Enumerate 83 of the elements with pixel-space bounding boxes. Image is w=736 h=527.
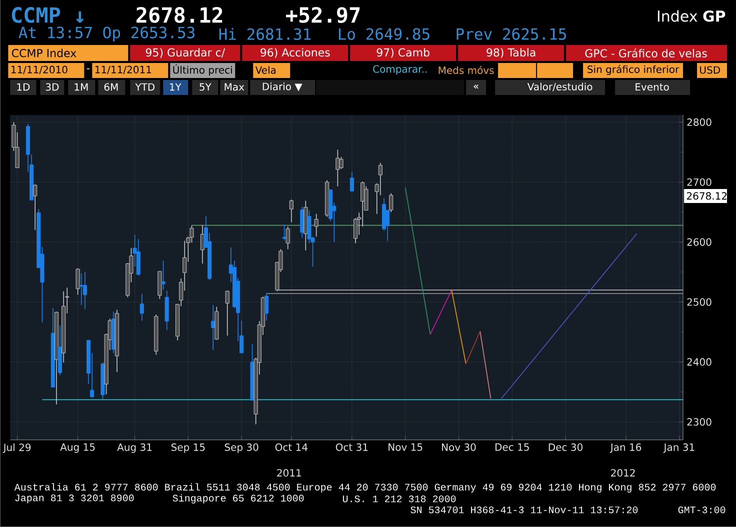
- text: «: [474, 84, 478, 89]
- y-tick-label: 2400: [687, 358, 712, 366]
- candlestick: [314, 214, 318, 238]
- candlestick: [286, 226, 290, 250]
- text: 1D: [17, 83, 30, 91]
- text: Vela: [255, 66, 276, 74]
- text: Prev 2625.15: [456, 28, 566, 40]
- candlestick: [164, 290, 169, 331]
- text: Último preci: [173, 64, 232, 76]
- candlestick: [350, 172, 354, 192]
- text: 97) Camb: [376, 48, 430, 58]
- text: 2678.12: [136, 7, 222, 23]
- text: 6M: [104, 83, 118, 91]
- text: 2012: [611, 469, 635, 477]
- text: 3D: [46, 83, 59, 91]
- x-tick-label: Aug 15: [60, 443, 95, 453]
- text: 95) Guardar c/: [146, 48, 226, 58]
- y-tick-label: 2700: [687, 178, 712, 186]
- chart-title: CCMP ↓: [12, 7, 84, 23]
- text: Evento: [636, 83, 669, 91]
- text: Index GP: [658, 10, 726, 22]
- text: Hi 2681.31: [219, 28, 311, 40]
- x-tick-label: Jan 31: [663, 443, 694, 453]
- text: GPC - Gráfico de velas: [585, 48, 707, 58]
- x-tick-label: Dec 30: [548, 443, 582, 452]
- text: 5Y: [200, 83, 212, 91]
- text: 1Y: [170, 83, 182, 91]
- candlestick: [378, 162, 382, 196]
- candlestick: [289, 199, 294, 223]
- text: Valor/estudio: [527, 82, 592, 92]
- candlestick: [225, 290, 230, 336]
- y-tick-label: 2800: [687, 118, 712, 126]
- text: Singapore 65 6212 1000: [172, 494, 304, 504]
- x-tick-label: Jan 16: [610, 443, 642, 453]
- text: -: [86, 68, 90, 70]
- candlestick: [140, 293, 144, 322]
- candlestick: [389, 192, 394, 213]
- x-tick-label: Nov 15: [388, 443, 422, 451]
- chart-subtitle: At 13:57 Op 2653.53: [18, 26, 194, 42]
- x-tick-label: Oct 14: [275, 443, 308, 452]
- candlestick: [360, 181, 365, 227]
- text: Sin gráfico inferior: [588, 65, 680, 76]
- y-tick-label: 2600: [687, 238, 712, 246]
- candlestick: [282, 224, 286, 241]
- text: USD: [700, 66, 720, 74]
- text: +52.97: [286, 7, 360, 24]
- text: Diario ▼: [262, 82, 302, 92]
- x-tick-label: Jul 29: [2, 443, 31, 454]
- text: 11/11/2010: [11, 66, 68, 74]
- text: 11/11/2011: [95, 66, 152, 74]
- candlestick: [82, 272, 87, 310]
- text: 2011: [277, 469, 301, 477]
- candlestick: [76, 268, 80, 296]
- text: U.S. 1 212 318 2000: [342, 496, 456, 502]
- x-tick-label: Sep 15: [171, 443, 205, 453]
- x-tick-label: Nov 30: [442, 443, 476, 452]
- text: Australia 61 2 9777 8600 Brazil 5511 3048 4500 Europe 44 20 7330 7500 Germany 49 69 9204 1210 Hong Kong 852 2977 6000: [14, 483, 716, 493]
- y-tick-label: 2300: [687, 418, 712, 426]
- text: GMT-3:00: [678, 506, 726, 514]
- text: Max: [224, 83, 244, 91]
- text: Meds móvs: [438, 66, 494, 74]
- candlestick: [339, 156, 344, 170]
- candlestick: [336, 149, 340, 187]
- candlestick: [264, 292, 269, 322]
- text: CCMP Index: [12, 48, 76, 58]
- text: 96) Acciones: [260, 48, 330, 58]
- text: Lo 2649.85: [338, 28, 430, 40]
- x-tick-label: Sep 30: [224, 443, 258, 453]
- candlestick: [161, 260, 166, 290]
- text: 1M: [74, 83, 88, 91]
- text: YTD: [135, 83, 155, 91]
- x-tick-label: Dec 15: [496, 443, 529, 451]
- text: Japan 81 3 3201 8900: [15, 494, 134, 504]
- candlestick: [33, 184, 38, 231]
- text: 2678.12: [686, 192, 727, 200]
- text: Comparar..: [373, 65, 427, 75]
- candlestick: [136, 238, 140, 276]
- text: SN 534701 H368-41-3 11-Nov-11 13:57:20: [410, 506, 638, 514]
- candlestick: [158, 271, 162, 300]
- x-tick-label: Aug 31: [117, 443, 152, 453]
- y-tick-label: 2500: [687, 298, 712, 306]
- text: 98) Tabla: [486, 48, 536, 58]
- x-tick-label: Oct 31: [336, 443, 368, 452]
